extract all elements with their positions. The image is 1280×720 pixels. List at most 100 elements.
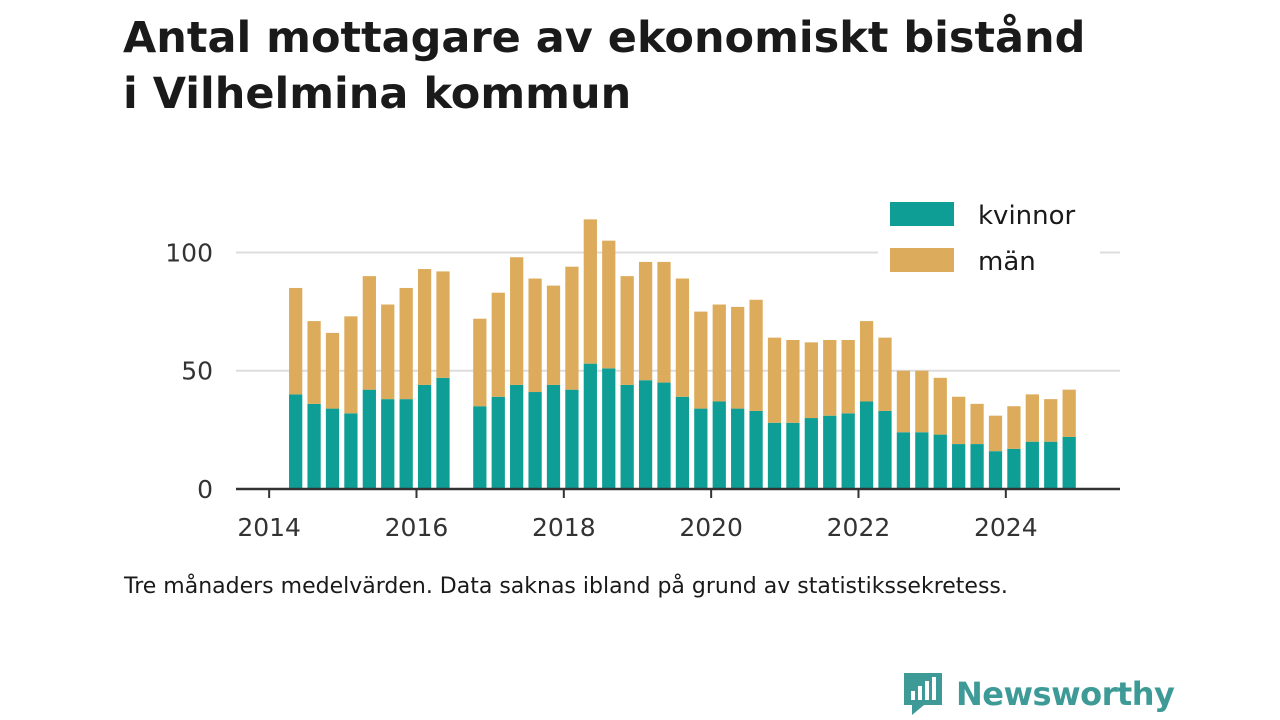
- bar-man: [583, 219, 597, 364]
- bar-man: [528, 278, 542, 393]
- bar-kvinnor: [970, 444, 984, 489]
- bar-man: [565, 266, 579, 390]
- bar-man: [417, 269, 432, 385]
- bar-kvinnor: [767, 422, 782, 489]
- y-tick-label-0: 0: [197, 475, 213, 504]
- bar-kvinnor: [436, 377, 450, 489]
- x-tick-label-2018: 2018: [532, 513, 596, 542]
- chart-title-line-1: Antal mottagare av ekonomiskt bistånd: [123, 13, 1086, 63]
- bar-kvinnor: [878, 410, 892, 489]
- bar-man: [1025, 394, 1039, 442]
- legend: kvinnor män: [878, 188, 1100, 288]
- bar-kvinnor: [786, 422, 800, 489]
- bar-man: [289, 287, 303, 395]
- bars: [289, 219, 1076, 489]
- legend-label-kvinnor: kvinnor: [978, 201, 1076, 231]
- bar-man: [362, 276, 376, 390]
- bar-kvinnor: [1007, 448, 1021, 489]
- brand-name: Newsworthy: [956, 675, 1175, 713]
- x-tick-label-2020: 2020: [679, 513, 743, 542]
- bar-man: [823, 339, 837, 416]
- bar-kvinnor: [362, 389, 376, 489]
- bar-kvinnor: [491, 396, 505, 489]
- y-tick-label-100: 100: [165, 238, 213, 267]
- bar-kvinnor: [712, 401, 726, 489]
- axes: 0 50 100 2014 2016 2018 2020 2022 2024: [165, 238, 1120, 542]
- newsworthy-logo-icon: [904, 673, 942, 715]
- bar-man: [1007, 406, 1021, 449]
- bar-kvinnor: [602, 368, 616, 489]
- bar-kvinnor: [417, 384, 432, 489]
- bar-man: [307, 321, 321, 404]
- bar-kvinnor: [1062, 436, 1076, 489]
- bar-kvinnor: [620, 384, 634, 489]
- bar-kvinnor: [804, 418, 818, 489]
- bar-kvinnor: [1025, 441, 1039, 489]
- bar-kvinnor: [952, 444, 966, 489]
- bar-kvinnor: [583, 363, 597, 489]
- x-tick-label-2022: 2022: [827, 513, 891, 542]
- bar-kvinnor: [749, 410, 763, 489]
- bar-kvinnor: [381, 399, 395, 489]
- bar-kvinnor: [675, 396, 690, 489]
- bar-man: [638, 261, 653, 381]
- bar-man: [675, 278, 690, 397]
- bar-kvinnor: [546, 384, 561, 489]
- bar-man: [1062, 389, 1076, 437]
- bar-man: [510, 257, 524, 385]
- x-tick-label-2016: 2016: [385, 513, 449, 542]
- chart-caption: Tre månaders medelvärden. Data saknas ib…: [124, 574, 1008, 599]
- bar-kvinnor: [657, 382, 671, 489]
- bar-man: [491, 292, 505, 397]
- bar-man: [620, 276, 634, 385]
- legend-swatch-man: [890, 248, 954, 272]
- bar-man: [896, 370, 911, 433]
- bar-kvinnor: [289, 394, 303, 489]
- legend-label-man: män: [978, 247, 1036, 277]
- brand-logo: Newsworthy: [902, 668, 1175, 720]
- legend-swatch-kvinnor: [890, 202, 954, 226]
- bar-kvinnor: [344, 413, 358, 489]
- bar-kvinnor: [933, 434, 947, 489]
- bar-man: [804, 342, 818, 419]
- bar-kvinnor: [823, 415, 837, 489]
- bar-kvinnor: [859, 401, 874, 489]
- bar-man: [749, 299, 763, 411]
- bar-kvinnor: [915, 432, 929, 489]
- chart-title-line-2: i Vilhelmina kommun: [123, 69, 632, 119]
- bar-kvinnor: [399, 399, 413, 489]
- bar-man: [933, 377, 947, 435]
- bar-man: [712, 304, 726, 402]
- bar-man: [546, 285, 561, 385]
- bar-kvinnor: [896, 432, 911, 489]
- x-tick-label-2024: 2024: [974, 513, 1038, 542]
- y-tick-label-50: 50: [181, 357, 213, 386]
- bar-kvinnor: [841, 413, 855, 489]
- bar-man: [952, 396, 966, 445]
- bar-kvinnor: [638, 380, 653, 489]
- bar-man: [325, 332, 340, 409]
- bar-kvinnor: [510, 384, 524, 489]
- bar-kvinnor: [694, 408, 708, 489]
- bar-man: [878, 337, 892, 411]
- bar-man: [473, 318, 487, 407]
- bar-kvinnor: [325, 408, 340, 489]
- bar-man: [731, 306, 745, 409]
- bar-kvinnor: [473, 406, 487, 489]
- bar-kvinnor: [1044, 441, 1058, 489]
- bar-man: [786, 339, 800, 423]
- bar-man: [436, 271, 450, 378]
- chart-title: Antal mottagare av ekonomiskt bistånd i …: [123, 10, 1223, 122]
- x-tick-label-2014: 2014: [237, 513, 301, 542]
- bar-man: [970, 403, 984, 445]
- bar-man: [602, 240, 616, 369]
- bar-man: [381, 304, 395, 400]
- bar-man: [859, 321, 874, 402]
- bar-kvinnor: [565, 389, 579, 489]
- bar-man: [988, 415, 1003, 452]
- bar-man: [767, 337, 782, 423]
- bar-kvinnor: [307, 403, 321, 489]
- bar-man: [841, 339, 855, 414]
- bar-kvinnor: [731, 408, 745, 489]
